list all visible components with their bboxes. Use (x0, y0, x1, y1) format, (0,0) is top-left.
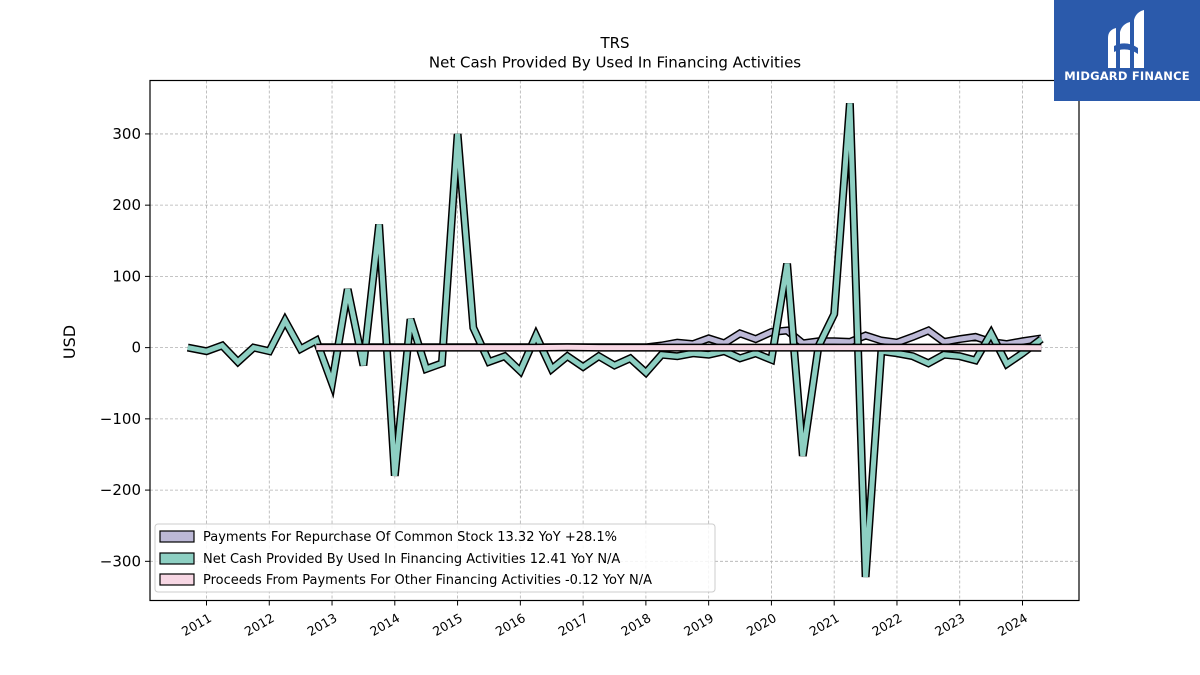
legend-frame (154, 523, 716, 593)
y-tick-label: −200 (100, 481, 141, 499)
legend-swatch-repurchase (159, 530, 195, 543)
logo-mark-icon (1108, 10, 1144, 68)
x-axis-ticks: 2011 2012 2013 2014 2015 2016 2017 2018 2019 2020… (179, 600, 1030, 639)
y-tick-label: 0 (131, 339, 141, 357)
x-tick-label: 2023 (932, 610, 967, 639)
logo-text: MIDGARD FINANCE (1064, 69, 1190, 83)
x-tick-label: 2015 (430, 610, 465, 639)
y-axis-ticks: 300 200 100 0 −100 −200 −300 (100, 125, 150, 570)
x-tick-label: 2014 (367, 610, 402, 639)
y-tick-label: −100 (100, 410, 141, 428)
chart-ticker: TRS (599, 34, 629, 52)
series-net-cash-line (186, 103, 1044, 578)
x-tick-label: 2011 (179, 610, 214, 639)
x-tick-label: 2018 (618, 610, 653, 639)
y-tick-label: 100 (112, 267, 141, 285)
legend-swatch-net-cash (159, 552, 195, 565)
legend: Payments For Repurchase Of Common Stock … (154, 523, 716, 593)
y-axis-label: USD (60, 325, 79, 359)
y-tick-label: −300 (100, 552, 141, 570)
x-tick-label: 2013 (304, 610, 339, 639)
legend-label-repurchase: Payments For Repurchase Of Common Stock … (203, 530, 617, 545)
series-line (187, 103, 1043, 578)
legend-label-other-financing: Proceeds From Payments For Other Financi… (203, 573, 652, 588)
x-tick-label: 2012 (242, 610, 277, 639)
chart-title: Net Cash Provided By Used In Financing A… (429, 54, 801, 72)
x-tick-label: 2021 (807, 610, 842, 639)
x-tick-label: 2019 (681, 610, 716, 639)
legend-label-net-cash: Net Cash Provided By Used In Financing A… (203, 552, 620, 567)
x-tick-label: 2017 (556, 610, 591, 639)
x-tick-label: 2022 (869, 610, 904, 639)
x-tick-label: 2024 (995, 610, 1030, 639)
legend-swatch-other-financing (159, 573, 195, 586)
x-tick-label: 2016 (493, 610, 528, 639)
plot-frame (149, 79, 1080, 602)
x-tick-label: 2020 (744, 610, 779, 639)
y-tick-label: 300 (112, 125, 141, 143)
series-lines (186, 103, 1044, 578)
y-tick-label: 200 (112, 196, 141, 214)
brand-logo: MIDGARD FINANCE (1054, 0, 1200, 101)
